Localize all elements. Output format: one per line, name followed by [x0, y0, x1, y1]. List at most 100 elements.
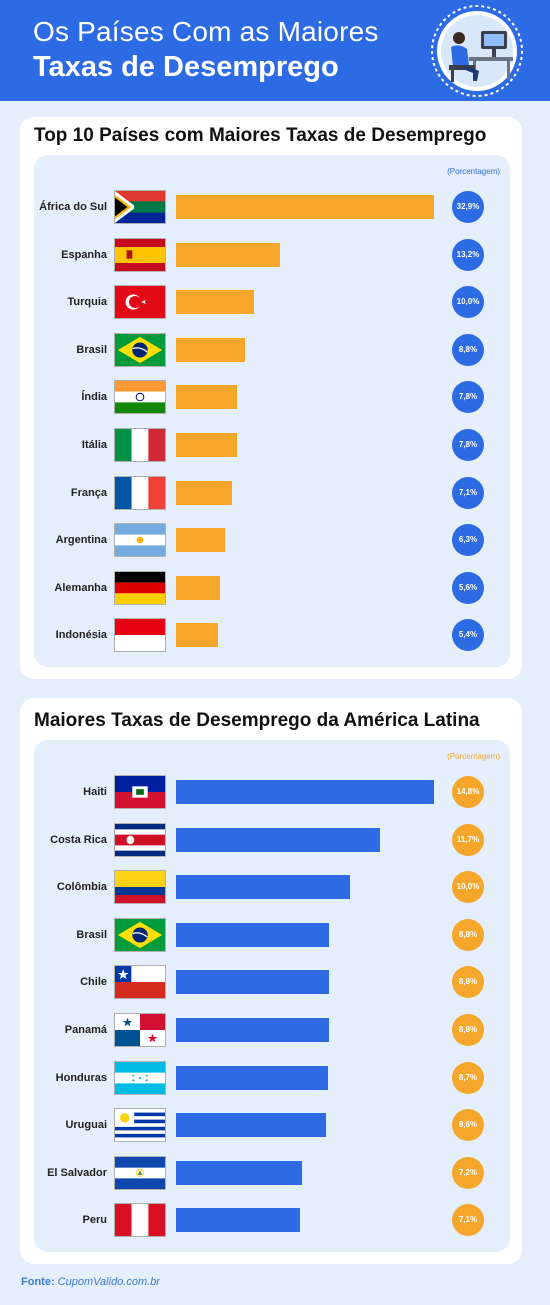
country-label: Indonésia: [55, 629, 107, 642]
country-label: Espanha: [61, 248, 107, 261]
peru-flag-icon: [114, 1203, 166, 1238]
country-label: Uruguai: [65, 1119, 107, 1132]
latam-unit-label: (Porcentagem): [447, 752, 500, 761]
chile-flag-icon: [114, 965, 166, 1000]
germany-flag-icon: [114, 570, 166, 605]
top10-card: Top 10 Países com Maiores Taxas de Desem…: [20, 117, 522, 679]
source-label: Fonte:: [21, 1276, 55, 1288]
country-label: Alemanha: [54, 581, 107, 594]
latam-row-haiti: Haiti 14,8%: [34, 774, 510, 810]
value-label: 5,4%: [452, 619, 484, 652]
country-label: Colômbia: [56, 881, 107, 894]
value-label: 7,1%: [452, 476, 484, 509]
top10-chart-title: Top 10 Países com Maiores Taxas de Desem…: [34, 125, 487, 146]
bar: [176, 875, 350, 900]
value-label: 7,2%: [452, 1156, 484, 1189]
country-label: Argentina: [55, 534, 107, 547]
page-title-line2: Taxas de Desemprego: [33, 51, 339, 83]
country-label: Panamá: [64, 1024, 107, 1036]
top10-row-espanha: Espanha 13,2%: [34, 237, 510, 273]
india-flag-icon: [114, 380, 166, 415]
value-label: 13,2%: [452, 238, 484, 271]
value-label: 5,6%: [452, 571, 484, 604]
argentina-flag-icon: [114, 523, 166, 558]
country-label: França: [70, 486, 107, 499]
latam-row-el-salvador: El Salvador 7,2%: [34, 1155, 510, 1191]
latam-chart-panel: (Porcentagem) Haiti 14,8% Costa Rica 11,7% C…: [34, 740, 510, 1252]
value-label: 8,8%: [452, 966, 484, 999]
bar: [176, 1208, 300, 1233]
bar: [176, 480, 232, 505]
top10-unit-label: (Porcentagem): [447, 167, 500, 176]
top10-row-argentina: Argentina 6,3%: [34, 522, 510, 558]
country-label: El Salvador: [47, 1166, 107, 1179]
bar: [176, 337, 245, 362]
value-label: 10,0%: [452, 286, 484, 319]
source-link: CupomValido.com.br: [57, 1276, 160, 1288]
south-africa-flag-icon: [114, 190, 166, 224]
bar: [176, 528, 225, 553]
haiti-flag-icon: [114, 775, 166, 809]
country-label: Turquia: [67, 296, 107, 309]
bar: [176, 575, 220, 600]
bar: [176, 970, 329, 995]
bar: [176, 827, 380, 852]
country-label: Honduras: [55, 1071, 107, 1084]
bar: [176, 1160, 302, 1185]
bar: [176, 623, 218, 648]
value-label: 6,3%: [452, 524, 484, 557]
brazil-flag-icon: [114, 332, 166, 367]
latam-row-chile: Chile 8,8%: [34, 964, 510, 1000]
page-header: Os Países Com as Maiores Taxas de Desemp…: [0, 0, 550, 101]
france-flag-icon: [114, 475, 166, 510]
value-label: 10,0%: [452, 871, 484, 904]
value-label: 7,8%: [452, 381, 484, 414]
country-label: África do Sul: [39, 201, 107, 213]
latam-chart-title: Maiores Taxas de Desemprego da América L…: [34, 710, 480, 731]
italy-flag-icon: [114, 428, 166, 462]
top10-row-turquia: Turquia 10,0%: [34, 284, 510, 320]
value-label: 8,8%: [452, 333, 484, 366]
value-label: 32,9%: [452, 191, 484, 223]
value-label: 8,7%: [452, 1061, 484, 1094]
page-title-line1: Os Países Com as Maiores: [33, 16, 379, 47]
bar: [176, 242, 280, 267]
value-label: 14,8%: [452, 776, 484, 808]
bar: [176, 385, 237, 410]
panama-flag-icon: [114, 1013, 166, 1047]
person-at-computer-icon: [429, 5, 525, 97]
top10-row-italia: Itália 7,8%: [34, 427, 510, 463]
country-label: Chile: [80, 976, 107, 989]
bar: [176, 195, 434, 219]
latam-row-colombia: Colômbia 10,0%: [34, 869, 510, 905]
top10-chart-panel: (Porcentagem) África do Sul 32,9% Espanha 1…: [34, 155, 510, 667]
value-label: 8,6%: [452, 1109, 484, 1142]
indonesia-flag-icon: [114, 618, 166, 653]
country-label: Brasil: [76, 928, 107, 941]
spain-flag-icon: [114, 237, 166, 272]
latam-row-brasil: Brasil 8,8%: [34, 917, 510, 953]
top10-row-indonesia: Indonésia 5,4%: [34, 617, 510, 653]
value-label: 7,1%: [452, 1204, 484, 1237]
bar: [176, 1113, 326, 1138]
bar: [176, 780, 434, 804]
country-label: Índia: [81, 391, 107, 404]
turkey-flag-icon: [114, 285, 166, 320]
source-footer: Fonte: CupomValido.com.br: [21, 1276, 160, 1288]
latam-row-uruguai: Uruguai 8,6%: [34, 1107, 510, 1143]
top10-row-franca: França 7,1%: [34, 475, 510, 511]
latam-row-panama: Panamá 8,8%: [34, 1012, 510, 1048]
bar: [176, 1018, 329, 1042]
uruguay-flag-icon: [114, 1108, 166, 1143]
costa-rica-flag-icon: [114, 822, 166, 857]
value-label: 8,8%: [452, 918, 484, 951]
top10-row-brasil: Brasil 8,8%: [34, 332, 510, 368]
colombia-flag-icon: [114, 870, 166, 905]
brazil-flag-icon: [114, 917, 166, 952]
bar: [176, 922, 329, 947]
value-label: 11,7%: [452, 823, 484, 856]
top10-row-india: Índia 7,8%: [34, 379, 510, 415]
latam-row-honduras: Honduras 8,7%: [34, 1060, 510, 1096]
country-label: Itália: [81, 439, 107, 451]
country-label: Costa Rica: [50, 833, 107, 846]
